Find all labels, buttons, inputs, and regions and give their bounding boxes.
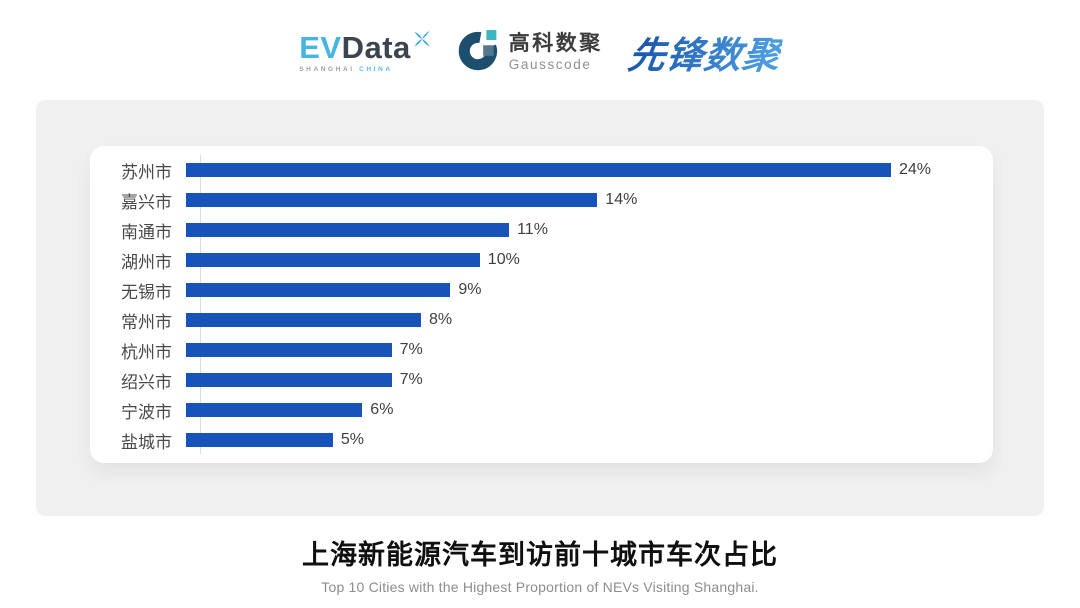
pioneer-logo: 先锋数聚	[625, 25, 785, 79]
category-label: 苏州市	[121, 162, 172, 182]
category-label: 嘉兴市	[121, 192, 172, 212]
value-label: 24%	[899, 161, 932, 178]
logo-header: EV Data SHANGHAI CHINA 高科数聚 Gausscode 先锋数…	[0, 0, 1080, 100]
category-label: 杭州市	[121, 342, 172, 362]
category-label: 湖州市	[121, 252, 172, 272]
chart-title: 上海新能源汽车到访前十城市车次占比	[302, 540, 778, 570]
gausscode-cn-text: 高科数聚	[508, 32, 603, 56]
chart-row: 杭州市 7%	[90, 335, 993, 365]
bar	[186, 433, 333, 447]
y-axis-line	[200, 155, 201, 454]
chart-row: 常州市 8%	[90, 305, 993, 335]
gausscode-en-text: Gausscode	[508, 56, 592, 72]
chart-card: 苏州市 24% 嘉兴市 14% 南通市 11% 湖州市 10% 无锡市 9% 常州市 8% 杭州市 7% 绍…	[90, 146, 993, 463]
chart-row: 湖州市 10%	[90, 245, 993, 275]
category-label: 无锡市	[121, 282, 172, 302]
category-label: 南通市	[121, 222, 172, 242]
evdata-wordmark: EV Data	[299, 29, 432, 65]
value-label: 7%	[399, 371, 423, 388]
bar	[186, 253, 480, 267]
gausscode-logo: 高科数聚 Gausscode	[458, 29, 603, 76]
category-label: 绍兴市	[121, 372, 172, 392]
gausscode-wordmark: 高科数聚 Gausscode	[509, 32, 603, 71]
evdata-data-text: Data	[341, 29, 411, 65]
chart-row: 嘉兴市 14%	[90, 185, 993, 215]
bar	[186, 343, 392, 357]
evdata-china-text: CHINA	[359, 65, 393, 73]
category-label: 常州市	[121, 312, 172, 332]
bar-chart: 苏州市 24% 嘉兴市 14% 南通市 11% 湖州市 10% 无锡市 9% 常州市 8% 杭州市 7% 绍…	[90, 155, 993, 454]
chart-panel: 苏州市 24% 嘉兴市 14% 南通市 11% 湖州市 10% 无锡市 9% 常州市 8% 杭州市 7% 绍…	[36, 100, 1044, 516]
category-label: 盐城市	[121, 432, 172, 452]
evdata-subtitle: SHANGHAI CHINA	[299, 66, 392, 73]
gausscode-g-icon	[458, 29, 500, 76]
chart-row: 盐城市 5%	[90, 425, 993, 455]
evdata-logo: EV Data SHANGHAI CHINA	[299, 29, 432, 73]
value-label: 8%	[429, 311, 453, 328]
bar	[186, 373, 392, 387]
chart-row: 无锡市 9%	[90, 275, 993, 305]
value-label: 14%	[605, 191, 638, 208]
bar	[186, 193, 598, 207]
value-label: 5%	[340, 431, 365, 448]
value-label: 9%	[458, 281, 482, 298]
chart-caption: 上海新能源汽车到访前十城市车次占比 Top 10 Cities with the…	[0, 533, 1080, 595]
chart-row: 苏州市 24%	[90, 155, 993, 185]
chart-row: 绍兴市 7%	[90, 365, 993, 395]
bar	[186, 163, 891, 177]
value-label: 10%	[487, 251, 520, 268]
bar	[186, 283, 451, 297]
category-label: 宁波市	[121, 402, 172, 422]
chart-row: 宁波市 6%	[90, 395, 993, 425]
evdata-pinwheel-icon	[412, 23, 432, 54]
bar	[186, 223, 510, 237]
evdata-ev-text: EV	[299, 29, 342, 65]
value-label: 11%	[517, 221, 548, 238]
chart-row: 南通市 11%	[90, 215, 993, 245]
evdata-shanghai-text: SHANGHAI	[299, 65, 355, 73]
chart-subtitle: Top 10 Cities with the Highest Proportio…	[321, 579, 759, 595]
bar	[186, 313, 421, 327]
value-label: 7%	[399, 341, 423, 358]
value-label: 6%	[370, 401, 394, 418]
bar	[186, 403, 363, 417]
